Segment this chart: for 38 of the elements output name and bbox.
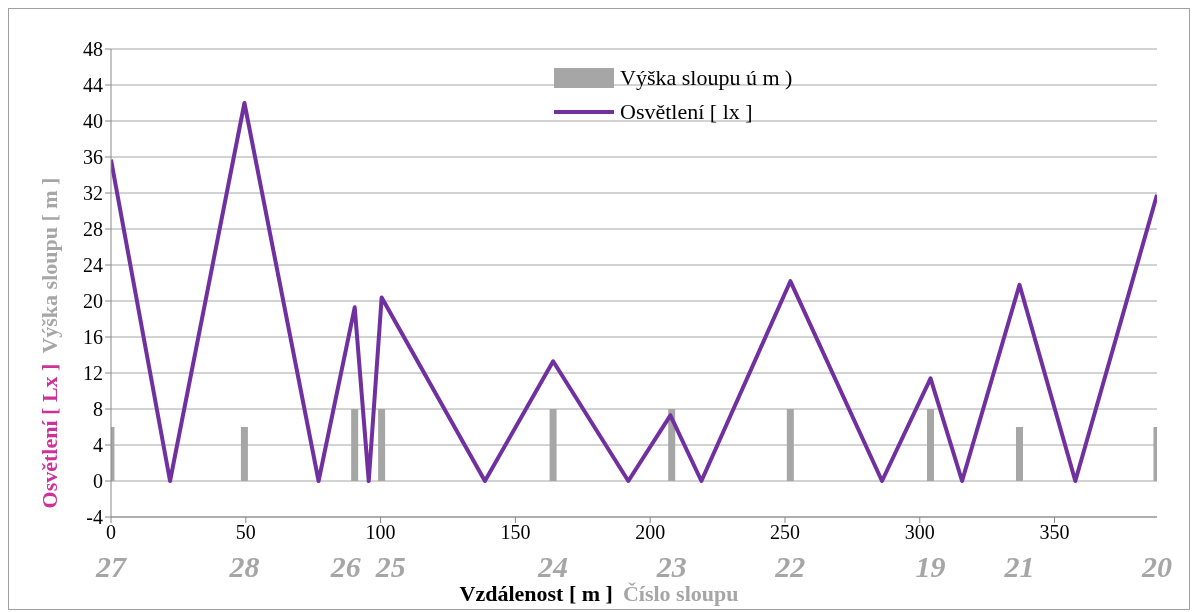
text: Číslo sloupu [622,581,739,606]
text: 28 [228,550,260,583]
text: 24 [537,550,569,583]
x-tick-label: 250 [769,521,800,544]
y-tick-label: 24 [83,254,103,277]
y-tick-label: 4 [93,434,103,457]
y-tick-label: 20 [83,290,103,313]
y-tick-label: -4 [86,506,103,529]
y-tick-label: 0 [93,470,103,493]
y2-axis-title: Výška sloupu [ m ] [37,177,62,354]
y-tick-label: 32 [83,182,103,205]
legend-label: Osvětlení [ lx ] [620,98,753,126]
legend-label: Výška sloupu ú m ) [620,64,793,92]
y-tick-label: 8 [93,398,103,421]
text: 26 [329,550,361,583]
y-tick-label: 40 [83,110,103,133]
x-tick-label: 50 [235,521,256,544]
text: 19 [915,550,946,583]
x-tick-label: 200 [635,521,666,544]
x-tick-label: 100 [365,521,396,544]
y-axis-title: Osvětlení [ Lx ] [37,363,62,509]
text: 23 [655,550,687,583]
x-axis-title: Vzdálenost [ m ] [459,581,613,606]
y-tick-label: 12 [83,362,103,385]
x-tick-label: 350 [1039,521,1070,544]
x-tick-label: 300 [904,521,935,544]
y-tick-label: 36 [83,146,103,169]
text: 22 [774,550,806,583]
y-tick-label: 44 [83,74,103,97]
text: 21 [1003,550,1035,583]
y-tick-label: 16 [83,326,103,349]
y-tick-label: 28 [83,218,103,241]
line-series [111,101,1157,483]
text: 27 [95,550,127,583]
text: 20 [1141,550,1172,583]
x-tick-label: 150 [500,521,531,544]
y-tick-label: 48 [83,38,103,61]
text: 25 [374,550,406,583]
